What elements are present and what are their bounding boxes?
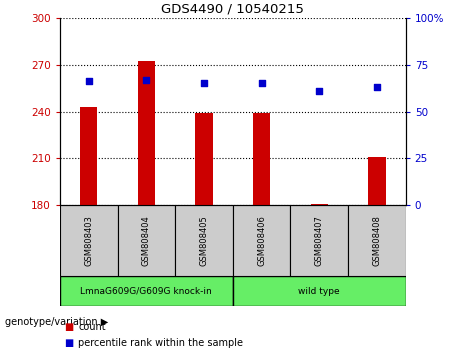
- Bar: [348, 205, 406, 276]
- Text: wild type: wild type: [298, 287, 340, 296]
- Bar: [60, 205, 118, 276]
- Point: [258, 80, 266, 86]
- Bar: [80, 107, 97, 205]
- Point: [373, 84, 381, 90]
- Bar: [290, 205, 348, 276]
- Title: GDS4490 / 10540215: GDS4490 / 10540215: [161, 2, 304, 15]
- Point: [315, 88, 323, 94]
- Text: percentile rank within the sample: percentile rank within the sample: [78, 338, 243, 348]
- Text: GSM808405: GSM808405: [200, 215, 208, 266]
- Bar: [233, 276, 406, 306]
- Text: GSM808403: GSM808403: [84, 215, 93, 266]
- Bar: [311, 204, 328, 205]
- Bar: [195, 113, 213, 205]
- Point: [142, 77, 150, 82]
- Text: GSM808408: GSM808408: [372, 215, 381, 266]
- Bar: [368, 157, 385, 205]
- Point: [200, 80, 207, 86]
- Bar: [253, 113, 270, 205]
- Text: GSM808404: GSM808404: [142, 215, 151, 266]
- Text: ■: ■: [65, 322, 74, 332]
- Text: count: count: [78, 322, 106, 332]
- Text: GSM808407: GSM808407: [315, 215, 324, 266]
- Bar: [118, 205, 175, 276]
- Bar: [175, 205, 233, 276]
- Bar: [233, 205, 290, 276]
- Text: LmnaG609G/G609G knock-in: LmnaG609G/G609G knock-in: [81, 287, 212, 296]
- Point: [85, 79, 92, 84]
- Text: ■: ■: [65, 338, 74, 348]
- Text: GSM808406: GSM808406: [257, 215, 266, 266]
- Bar: [60, 276, 233, 306]
- Bar: [138, 62, 155, 205]
- Text: genotype/variation ▶: genotype/variation ▶: [5, 317, 108, 327]
